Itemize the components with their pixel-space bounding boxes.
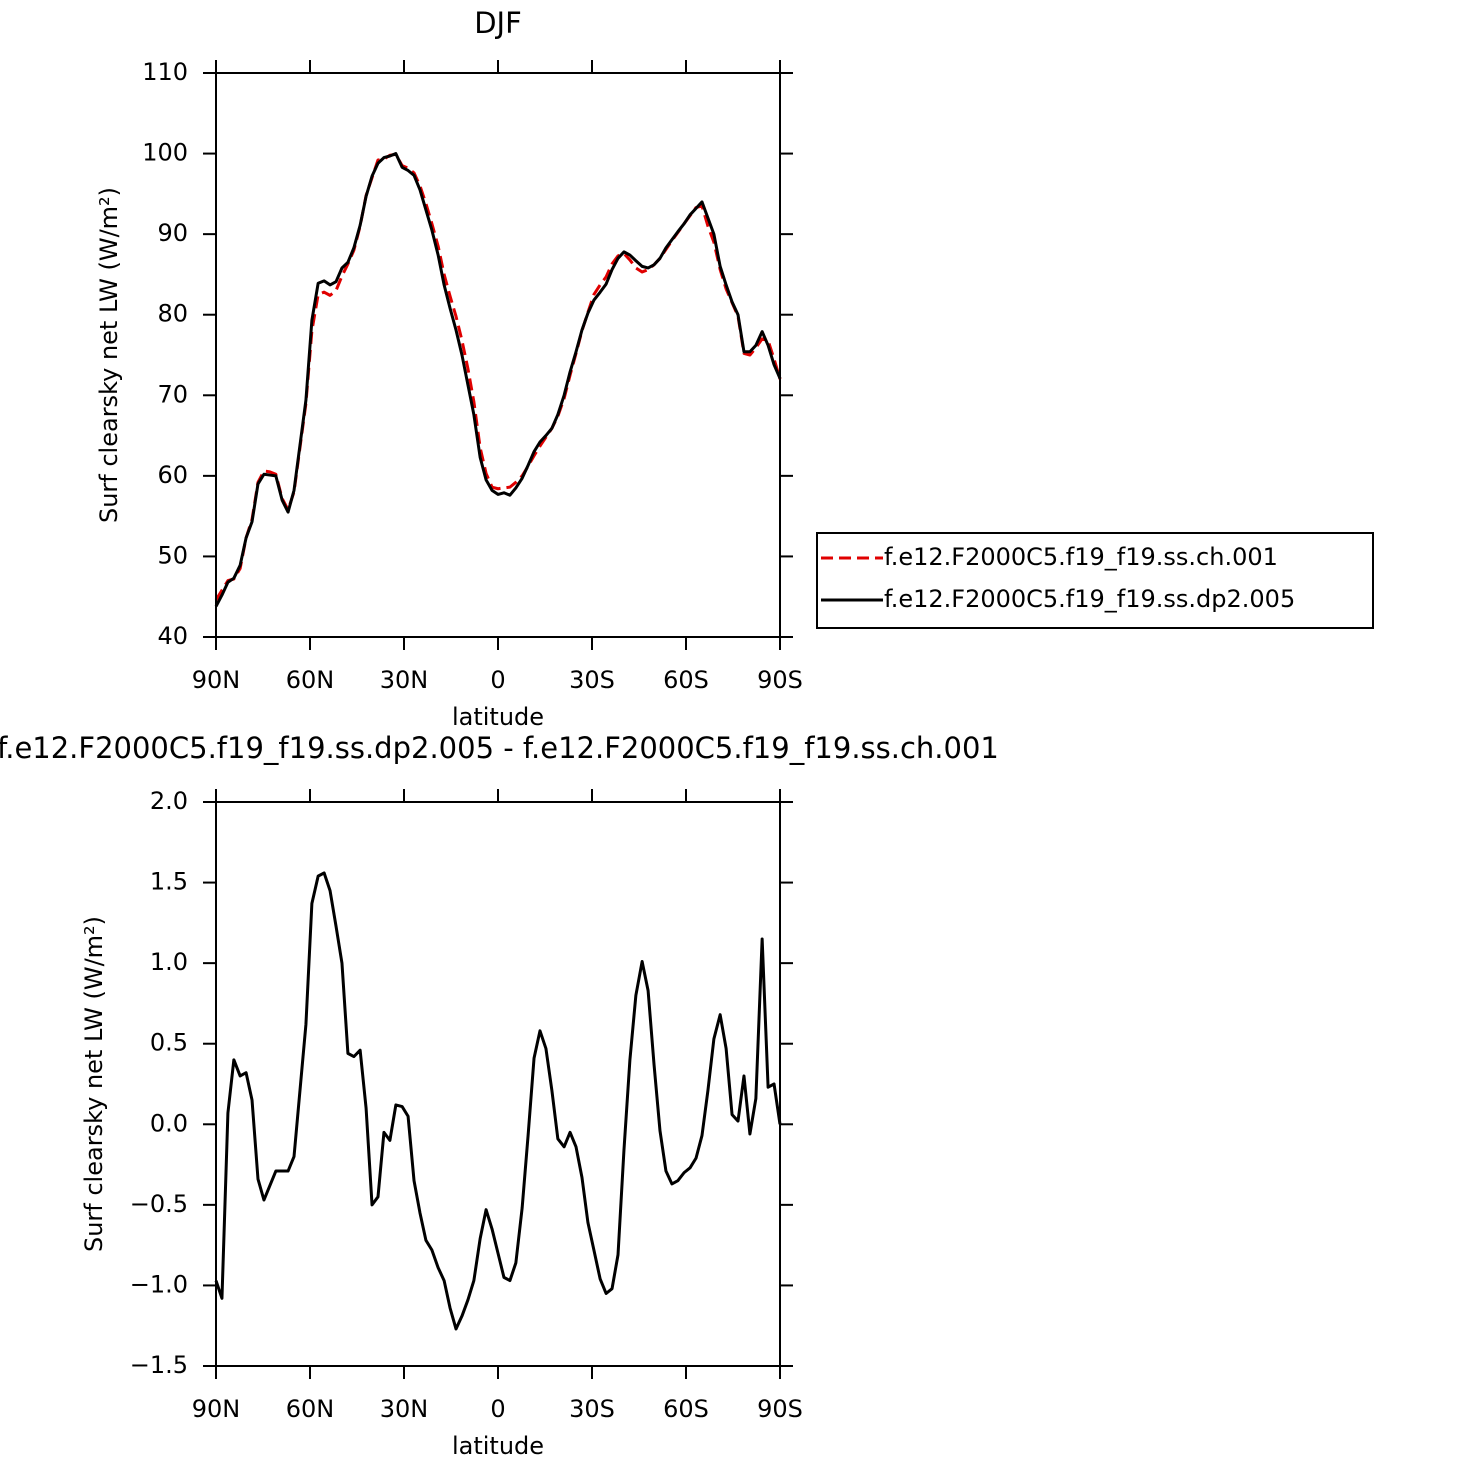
y-tick-label: 100	[142, 139, 188, 167]
x-tick-label: 90S	[757, 1395, 803, 1423]
x-tick-label: 90N	[192, 666, 241, 694]
y-tick-label: 60	[157, 461, 188, 489]
legend-label: f.e12.F2000C5.f19_f19.ss.dp2.005	[884, 585, 1295, 613]
y-tick-label: −0.5	[130, 1190, 188, 1218]
x-tick-label: 30N	[380, 666, 429, 694]
x-tick-label: 90S	[757, 666, 803, 694]
y-tick-label: 90	[157, 219, 188, 247]
x-tick-label: 60N	[286, 666, 335, 694]
y-tick-label: −1.0	[130, 1270, 188, 1298]
y-axis-label: Surf clearsky net LW (W/m²)	[80, 916, 108, 1252]
x-tick-label: 60S	[663, 666, 709, 694]
y-tick-label: 70	[157, 380, 188, 408]
plot-frame	[215, 72, 781, 638]
x-tick-label: 0	[490, 1395, 505, 1423]
x-tick-label: 60S	[663, 1395, 709, 1423]
y-tick-label: 1.5	[150, 868, 188, 896]
x-axis-label: latitude	[452, 1432, 544, 1460]
y-tick-label: 80	[157, 300, 188, 328]
plot-frame	[215, 801, 781, 1367]
y-tick-label: 40	[157, 622, 188, 650]
x-axis-label: latitude	[452, 703, 544, 731]
y-tick-label: −1.5	[130, 1351, 188, 1379]
y-tick-label: 110	[142, 58, 188, 86]
series-line	[214, 152, 782, 608]
x-tick-label: 90N	[192, 1395, 241, 1423]
y-tick-label: 2.0	[150, 787, 188, 815]
x-tick-label: 60N	[286, 1395, 335, 1423]
y-tick-label: 50	[157, 541, 188, 569]
y-tick-label: 0.5	[150, 1029, 188, 1057]
x-tick-label: 30N	[380, 1395, 429, 1423]
y-tick-label: 1.0	[150, 948, 188, 976]
legend-box	[816, 532, 1374, 629]
chart-title: DJF	[474, 6, 522, 40]
y-tick-label: 0.0	[150, 1109, 188, 1137]
x-tick-label: 30S	[569, 666, 615, 694]
chart-title: f.e12.F2000C5.f19_f19.ss.dp2.005 - f.e12…	[0, 731, 999, 765]
legend-label: f.e12.F2000C5.f19_f19.ss.ch.001	[884, 543, 1278, 571]
x-tick-label: 0	[490, 666, 505, 694]
x-tick-label: 30S	[569, 1395, 615, 1423]
series-line	[214, 871, 782, 1331]
y-axis-label: Surf clearsky net LW (W/m²)	[95, 187, 123, 523]
series-line	[214, 152, 782, 601]
